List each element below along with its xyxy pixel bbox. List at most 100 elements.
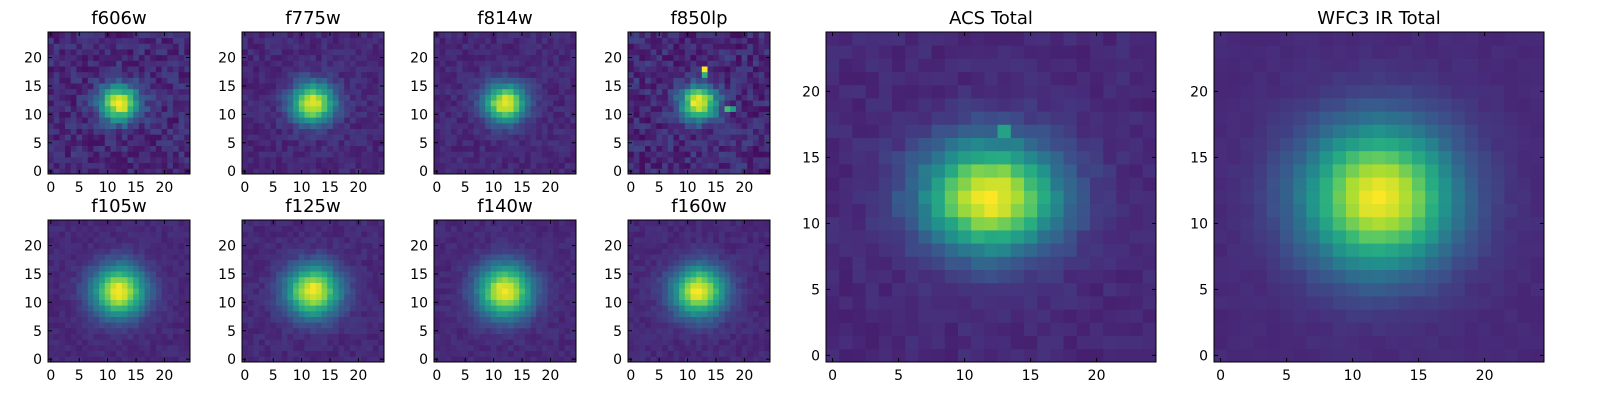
- heatmap-cell: [462, 122, 469, 129]
- heatmap-cell: [259, 225, 266, 232]
- heatmap-cell: [127, 139, 134, 146]
- heatmap-cell: [741, 316, 748, 323]
- heatmap-cell: [451, 305, 458, 312]
- heatmap-cell: [558, 71, 566, 78]
- heatmap-cell: [735, 66, 742, 73]
- heatmap-cell: [633, 350, 640, 357]
- heatmap-cell: [679, 134, 686, 141]
- heatmap-cell: [259, 259, 266, 266]
- heatmap-cell: [361, 288, 368, 295]
- heatmap-cell: [445, 71, 452, 78]
- heatmap-cell: [87, 339, 94, 346]
- heatmap-cell: [178, 105, 185, 112]
- heatmap-cell: [121, 305, 128, 312]
- heatmap-cell: [121, 71, 128, 78]
- heatmap-cell: [673, 43, 680, 50]
- heatmap-cell: [65, 327, 72, 334]
- heatmap-cell: [150, 259, 157, 266]
- heatmap-cell: [133, 237, 140, 244]
- heatmap-cell: [332, 94, 339, 101]
- heatmap-cell: [507, 327, 514, 334]
- heatmap-cell: [53, 316, 60, 323]
- heatmap-cell: [564, 282, 571, 289]
- heatmap-cell: [434, 156, 441, 164]
- axes-frame: [433, 219, 577, 363]
- heatmap-cell: [161, 254, 168, 261]
- heatmap-cell: [684, 316, 691, 323]
- heatmap-cell: [445, 100, 452, 107]
- heatmap-cell: [684, 122, 691, 129]
- heatmap-cell: [679, 288, 686, 295]
- heatmap-cell: [490, 105, 497, 112]
- heatmap-cell: [87, 139, 94, 146]
- heatmap-cell: [684, 94, 691, 101]
- heatmap-cell: [281, 32, 288, 39]
- heatmap-cell: [456, 60, 463, 67]
- heatmap-cell: [310, 322, 317, 329]
- heatmap-cell: [76, 265, 83, 272]
- heatmap-cell: [247, 288, 254, 295]
- heatmap-cell: [172, 43, 180, 50]
- heatmap-cell: [76, 339, 83, 346]
- heatmap-cell: [264, 259, 271, 266]
- heatmap-cell: [178, 231, 185, 238]
- heatmap-cell: [349, 88, 356, 95]
- heatmap-cell: [479, 344, 486, 352]
- heatmap-cell: [355, 71, 362, 78]
- heatmap-cell: [172, 100, 180, 107]
- heatmap-cell: [127, 117, 134, 124]
- heatmap-cell: [361, 327, 368, 334]
- heatmap-cell: [242, 145, 249, 152]
- heatmap-cell: [707, 276, 714, 283]
- heatmap-cell: [144, 128, 151, 135]
- heatmap-cell: [570, 259, 577, 266]
- heatmap-cell: [462, 316, 469, 323]
- heatmap-cell: [758, 350, 765, 357]
- heatmap-cell: [502, 77, 509, 84]
- heatmap-cell: [315, 128, 322, 135]
- heatmap-cell: [713, 316, 720, 323]
- heatmap-cell: [558, 248, 566, 255]
- heatmap-cell: [650, 49, 657, 56]
- heatmap-cell: [372, 139, 379, 146]
- heatmap-cell: [65, 254, 72, 261]
- heatmap-cell: [650, 88, 657, 95]
- heatmap-cell: [253, 100, 260, 107]
- heatmap-cell: [741, 88, 748, 95]
- heatmap-cell: [110, 49, 117, 56]
- heatmap-cell: [99, 356, 106, 363]
- heatmap-cell: [439, 134, 446, 141]
- heatmap-cell: [87, 156, 94, 164]
- y-tick-label: 0: [419, 164, 428, 180]
- heatmap-cell: [293, 316, 300, 323]
- heatmap-cell: [673, 327, 680, 334]
- heatmap-cell: [752, 117, 760, 124]
- heatmap-cell: [327, 282, 334, 289]
- y-tick-label: 20: [604, 51, 622, 67]
- heatmap-cell: [673, 299, 680, 306]
- heatmap-cell: [507, 282, 514, 289]
- heatmap-cell: [247, 117, 254, 124]
- heatmap-cell: [53, 242, 60, 249]
- heatmap-cell: [541, 117, 548, 124]
- heatmap-cell: [48, 350, 55, 357]
- heatmap-cell: [264, 305, 271, 312]
- heatmap-cell: [462, 265, 469, 272]
- heatmap-cell: [673, 344, 680, 352]
- heatmap-cell: [696, 305, 703, 312]
- heatmap-cell: [104, 293, 111, 300]
- heatmap-cell: [679, 333, 686, 340]
- heatmap-cell: [104, 60, 111, 67]
- heatmap-cell: [662, 344, 669, 352]
- heatmap-cell: [741, 111, 748, 118]
- heatmap-cell: [536, 66, 543, 73]
- heatmap-cell: [242, 316, 249, 323]
- heatmap-cell: [628, 77, 635, 84]
- heatmap-cell: [133, 259, 140, 266]
- heatmap-cell: [127, 128, 134, 135]
- heatmap-cell: [468, 49, 475, 56]
- heatmap-cell: [730, 299, 737, 306]
- heatmap-cell: [758, 94, 765, 101]
- heatmap-cell: [541, 168, 548, 175]
- heatmap-cell: [338, 37, 345, 44]
